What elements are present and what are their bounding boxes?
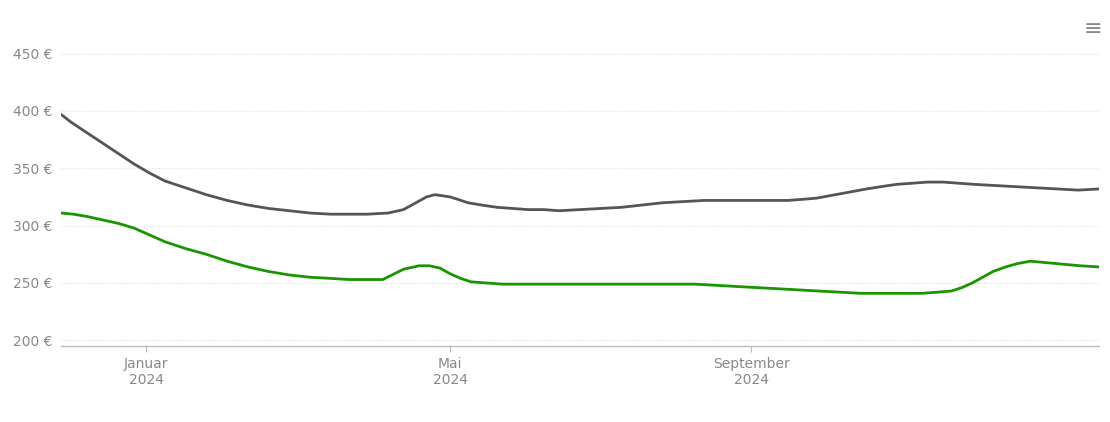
Text: ≡: ≡ [1083, 19, 1102, 39]
